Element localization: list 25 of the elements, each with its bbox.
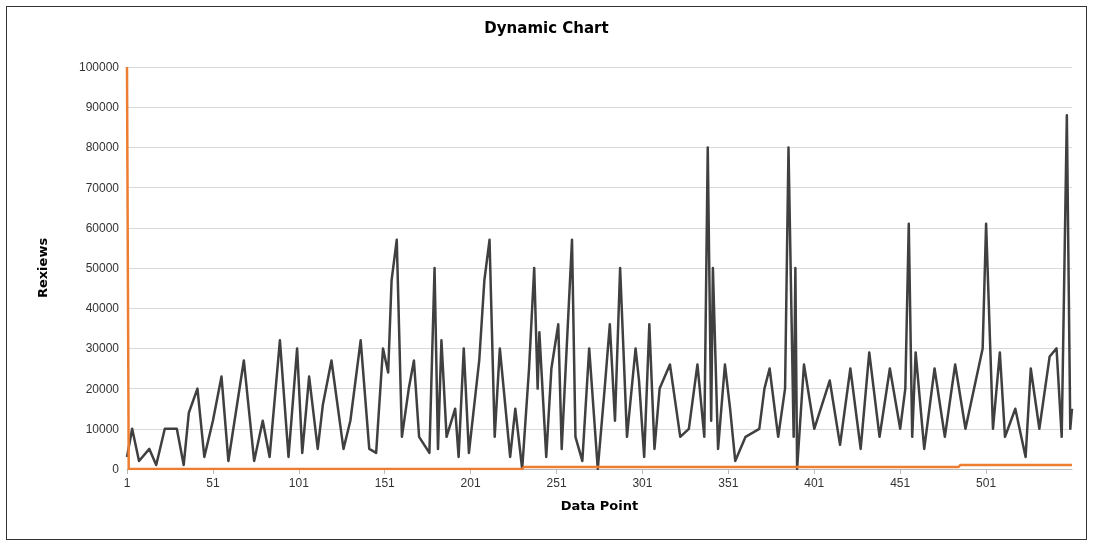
x-tick-label: 501 bbox=[976, 476, 997, 490]
y-tick-label: 60000 bbox=[85, 220, 120, 235]
y-tick-label: 20000 bbox=[85, 381, 120, 396]
y-tick-label: 40000 bbox=[85, 301, 120, 316]
x-tick-label: 401 bbox=[804, 476, 825, 490]
x-tick-label: 301 bbox=[632, 476, 653, 490]
x-tick-label: 451 bbox=[890, 476, 911, 490]
chart-title: Dynamic Chart bbox=[484, 18, 609, 37]
y-tick-label: 70000 bbox=[85, 180, 120, 195]
y-tick-label: 0 bbox=[112, 462, 120, 476]
y-axis-title: Rexiews bbox=[35, 237, 50, 299]
x-tick-label: 351 bbox=[718, 476, 739, 490]
x-tick-label: 151 bbox=[374, 476, 396, 490]
y-tick-label: 10000 bbox=[85, 421, 120, 436]
x-tick-label: 251 bbox=[546, 476, 567, 490]
y-tick-label: 30000 bbox=[85, 341, 120, 356]
y-tick-label: 90000 bbox=[85, 100, 120, 115]
y-tick-label: 80000 bbox=[85, 140, 120, 155]
x-tick-label: 51 bbox=[206, 476, 220, 490]
x-tick-label: 201 bbox=[460, 476, 481, 490]
x-tick-label: 1 bbox=[123, 476, 131, 490]
y-tick-label: 50000 bbox=[85, 261, 120, 275]
x-axis-title: Data Point bbox=[560, 498, 639, 513]
y-tick-label: 100000 bbox=[78, 60, 120, 74]
x-tick-label: 101 bbox=[288, 476, 310, 490]
